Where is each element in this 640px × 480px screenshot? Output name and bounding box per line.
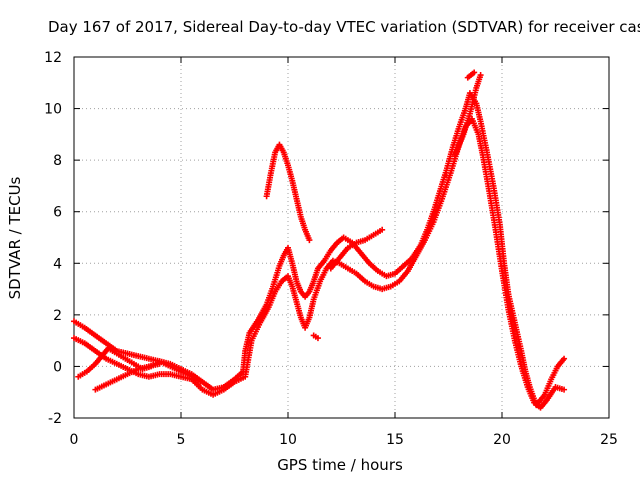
y-axis-label: SDTVAR / TECUs (6, 176, 24, 299)
data-point-marker (477, 72, 484, 79)
data-point-marker (306, 237, 313, 244)
y-tick-label: 12 (44, 50, 62, 66)
y-tick-label: 4 (53, 256, 62, 272)
x-axis-label: GPS time / hours (277, 456, 403, 474)
x-tick-label: 0 (70, 432, 79, 448)
data-point-marker (379, 226, 386, 233)
chart-title: Day 167 of 2017, Sidereal Day-to-day VTE… (48, 18, 640, 36)
data-point-marker (561, 355, 568, 362)
x-tick-label: 25 (600, 432, 618, 448)
x-tick-label: 5 (177, 432, 186, 448)
y-tick-label: -2 (48, 411, 62, 427)
x-tick-label: 10 (279, 432, 297, 448)
y-tick-label: 0 (53, 359, 62, 375)
y-tick-label: 2 (53, 308, 62, 324)
x-tick-label: 15 (386, 432, 404, 448)
data-point-marker (471, 69, 478, 76)
y-tick-label: 10 (44, 102, 62, 118)
axis-ticks: 0 5 10 15 20 25 -2 0 2 4 6 8 10 12 (44, 50, 618, 448)
data-markers (71, 69, 568, 411)
data-point-marker (156, 360, 163, 367)
plot-frame (73, 56, 610, 419)
data-point-marker (314, 335, 321, 342)
x-tick-label: 20 (493, 432, 511, 448)
y-tick-label: 8 (53, 153, 62, 169)
data-point-marker (561, 386, 568, 393)
y-tick-label: 6 (53, 205, 62, 221)
data-point-marker (197, 378, 204, 385)
data-point-marker (443, 172, 450, 179)
